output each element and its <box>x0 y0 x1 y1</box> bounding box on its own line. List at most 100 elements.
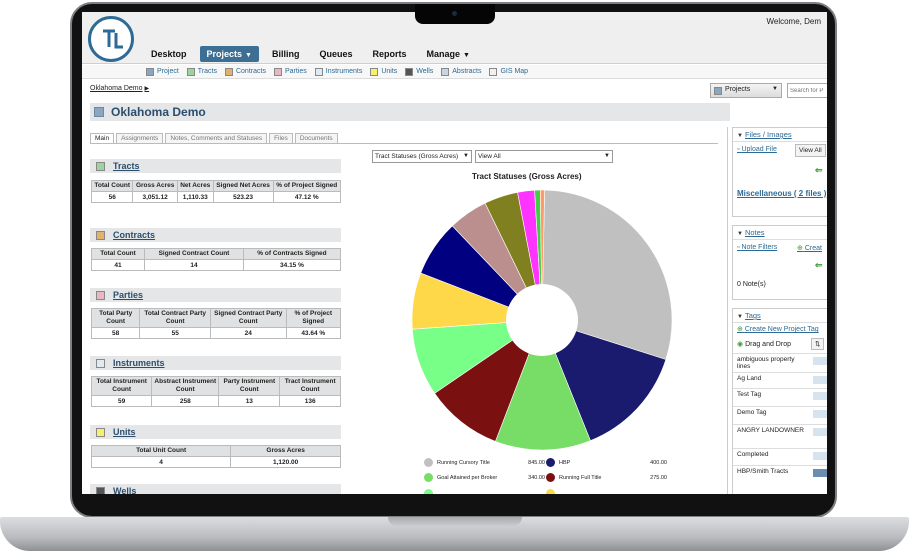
notes-panel-header[interactable]: ▼ Notes <box>733 226 827 240</box>
tag-badge[interactable] <box>813 392 827 400</box>
subnav-label: Tracts <box>197 68 217 75</box>
subnav-instruments[interactable]: Instruments <box>314 67 362 76</box>
legend-entry[interactable]: Running Cursory Title 845.00 <box>424 458 549 467</box>
search-input[interactable] <box>787 83 827 98</box>
pie-chart[interactable] <box>402 180 682 460</box>
section-title-instruments[interactable]: Instruments <box>113 358 165 368</box>
section-header-units: Units <box>90 425 341 439</box>
column-header: Gross Acres <box>132 180 178 192</box>
tag-badge[interactable] <box>813 410 827 418</box>
projects-select[interactable]: Projects ▼ <box>710 83 782 98</box>
sub-nav: Project Tracts Contracts Parties Instruments… <box>82 65 827 79</box>
drag-drop-toggle[interactable]: ◉ Drag and Drop <box>737 340 791 348</box>
section-title-wells[interactable]: Wells <box>113 486 137 494</box>
breadcrumb[interactable]: Oklahoma Demo ▶ <box>90 85 149 92</box>
view-all-button[interactable]: View All <box>795 144 826 157</box>
subnav-tracts[interactable]: Tracts <box>186 67 217 76</box>
column-header: Abstract Instrument Count <box>151 376 220 396</box>
create-tag-link[interactable]: ⊕ Create New Project Tag <box>737 325 819 333</box>
legend-entry[interactable]: Running Full Title 275.00 <box>546 473 671 482</box>
subnav-project[interactable]: Project <box>146 67 179 76</box>
arrow-left-icon[interactable]: ⇐ <box>815 260 823 270</box>
pie-slice[interactable] <box>495 319 591 451</box>
wells-icon <box>96 486 105 494</box>
chart-filter-select[interactable]: View All ▼ <box>475 150 613 163</box>
tag-item[interactable]: Completed <box>733 448 827 460</box>
upload-file-link[interactable]: ▫ Upload File <box>737 146 777 153</box>
section-title-tracts[interactable]: Tracts <box>113 161 140 171</box>
tag-item[interactable]: Demo Tag <box>733 406 827 418</box>
pie-slice[interactable] <box>541 319 667 442</box>
table-cell: 258 <box>151 395 220 407</box>
tag-item[interactable]: HBP/Smith Tracts <box>733 465 827 477</box>
chevron-down-icon: ▼ <box>463 153 469 159</box>
tab-assignments[interactable]: Assignments <box>116 133 164 143</box>
subnav-wells[interactable]: Wells <box>405 67 433 76</box>
parties-icon <box>96 290 105 300</box>
tag-item[interactable]: Ag Land <box>733 372 827 384</box>
column-header: % of Project Signed <box>285 308 341 328</box>
subnav-abstracts[interactable]: Abstracts <box>441 67 481 76</box>
subnav-label: Contracts <box>235 68 266 75</box>
misc-files-link[interactable]: Miscellaneous ( 2 files ) <box>737 189 827 198</box>
files-panel-header[interactable]: ▼ Files / Images <box>733 128 827 142</box>
nav-reports[interactable]: Reports <box>366 46 414 62</box>
subnav-gis-map[interactable]: GIS Map <box>489 67 528 76</box>
drag-icon: ◉ <box>737 341 744 348</box>
arrow-left-icon[interactable]: ⇐ <box>815 165 823 175</box>
section-title-parties[interactable]: Parties <box>113 290 144 300</box>
column-header: Total Count <box>90 180 134 192</box>
breadcrumb-arrow-icon: ▶ <box>144 86 150 92</box>
subnav-contracts[interactable]: Contracts <box>224 67 266 76</box>
tags-panel-header[interactable]: ▼ Tags <box>733 309 827 323</box>
chart-type-select-label: Tract Statuses (Gross Acres) <box>375 153 459 160</box>
tag-item[interactable]: ANGRY LANDOWNER <box>733 424 827 436</box>
app-logo[interactable] <box>88 16 134 62</box>
tag-badge[interactable] <box>813 357 827 365</box>
tag-badge[interactable] <box>813 469 827 477</box>
pie-slice[interactable] <box>434 319 543 442</box>
column-header: % of Project Signed <box>272 180 342 192</box>
subnav-parties[interactable]: Parties <box>273 67 307 76</box>
section-title-units[interactable]: Units <box>113 427 136 437</box>
tab-files[interactable]: Files <box>269 133 293 143</box>
legend-swatch <box>546 473 555 482</box>
nav-queues[interactable]: Queues <box>312 46 359 62</box>
tag-badge[interactable] <box>813 428 827 436</box>
tag-label: Test Tag <box>737 391 762 398</box>
table-cell: 58 <box>90 327 141 339</box>
legend-entry[interactable]: HBP 400.00 <box>546 458 671 467</box>
nav-billing[interactable]: Billing <box>265 46 307 62</box>
column-header: Signed Contract Count <box>144 248 244 260</box>
tag-badge[interactable] <box>813 376 827 384</box>
nav-manage[interactable]: Manage ▼ <box>420 46 477 62</box>
column-header: Total Unit Count <box>90 445 232 457</box>
nav-desktop[interactable]: Desktop <box>144 46 194 62</box>
tag-badge[interactable] <box>813 452 827 460</box>
upload-file-label: Upload File <box>741 146 777 153</box>
legend-entry[interactable]: Goal Attained per Broker 340.00 <box>424 473 549 482</box>
subnav-units[interactable]: Units <box>370 67 397 76</box>
note-filters-link[interactable]: ▫ Note Filters <box>737 244 778 251</box>
tag-item[interactable]: ambiguous property lines <box>733 353 827 372</box>
contracts-table: Total Count Signed Contract Count% of Con… <box>90 248 342 271</box>
chevron-down-icon: ▼ <box>245 52 252 59</box>
legend-value: 845.00 <box>528 459 545 466</box>
contracts-icon <box>96 230 105 240</box>
pie-slice[interactable] <box>540 189 545 321</box>
sort-button[interactable]: ⇅ <box>811 338 825 350</box>
breadcrumb-link[interactable]: Oklahoma Demo <box>90 85 143 92</box>
tab-documents[interactable]: Documents <box>294 133 338 143</box>
section-title-contracts[interactable]: Contracts <box>113 230 156 240</box>
section-header-parties: Parties <box>90 288 341 302</box>
parties-table: Total Party Count Total Contract Party Co… <box>90 308 341 339</box>
create-note-link[interactable]: ⊕ Creat <box>797 244 822 252</box>
page-title: Oklahoma Demo <box>111 105 206 119</box>
table-cell: 14 <box>144 259 244 271</box>
tab-main[interactable]: Main <box>90 133 115 143</box>
tab-notes[interactable]: Notes, Comments and Statuses <box>165 133 268 143</box>
page-title-bar: Oklahoma Demo <box>90 103 730 121</box>
chart-type-select[interactable]: Tract Statuses (Gross Acres) ▼ <box>372 150 472 163</box>
tag-item[interactable]: Test Tag <box>733 388 827 400</box>
nav-projects[interactable]: Projects ▼ <box>199 46 259 62</box>
